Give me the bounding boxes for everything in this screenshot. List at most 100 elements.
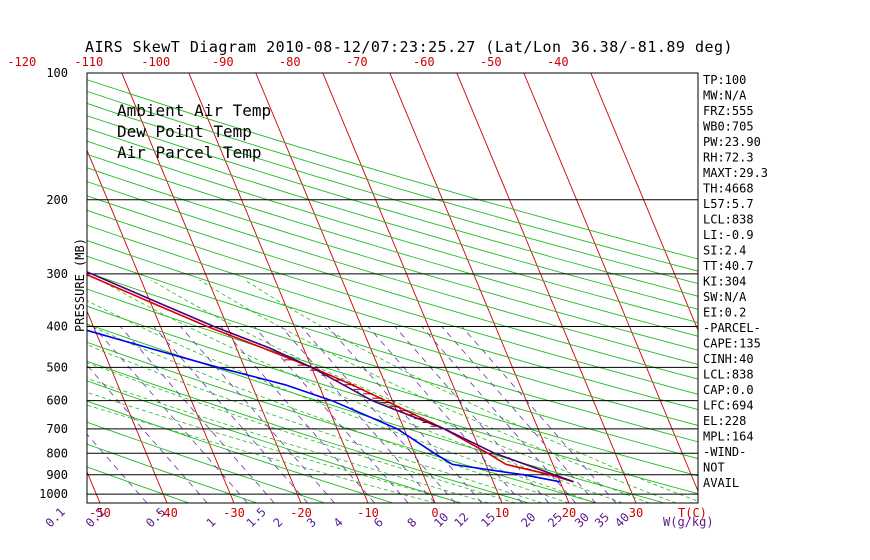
isotherm-line bbox=[87, 149, 235, 503]
dry-adiabat-line bbox=[87, 224, 698, 411]
dry-adiabat-line bbox=[87, 181, 698, 365]
index-text: KI:304 bbox=[703, 275, 746, 289]
index-text: LCL:838 bbox=[703, 368, 754, 382]
index-text: AVAIL bbox=[703, 476, 739, 490]
top-temp-tick-label: -90 bbox=[212, 55, 234, 69]
dry-adiabat-line bbox=[87, 140, 698, 324]
index-text: -WIND- bbox=[703, 445, 746, 459]
index-text: MW:N/A bbox=[703, 89, 747, 103]
pressure-tick-label: 300 bbox=[46, 267, 68, 281]
x-axis-unit-label: T(C) bbox=[678, 506, 707, 520]
pressure-tick-label: 400 bbox=[46, 320, 68, 334]
dry-adiabat-line bbox=[87, 323, 665, 503]
dry-adiabat-line bbox=[87, 341, 597, 503]
dry-adiabat-line bbox=[87, 443, 258, 503]
bottom-temp-tick-label: -30 bbox=[223, 506, 245, 520]
mixing-ratio-line bbox=[0, 327, 46, 503]
moist-adiabat-line bbox=[99, 279, 623, 503]
dry-adiabat-line bbox=[87, 400, 393, 503]
dry-adiabat-line bbox=[87, 102, 698, 285]
dry-adiabat-line bbox=[87, 380, 461, 503]
isotherm-line bbox=[523, 73, 698, 493]
isotherm-line bbox=[456, 73, 637, 503]
index-text: MPL:164 bbox=[703, 430, 754, 444]
bottom-temp-tick-label: -40 bbox=[156, 506, 178, 520]
pressure-tick-label: 800 bbox=[46, 446, 68, 460]
top-temp-tick-label: -100 bbox=[141, 55, 170, 69]
index-text: CAPE:135 bbox=[703, 337, 761, 351]
isotherm-line bbox=[87, 309, 168, 503]
plot-frame bbox=[86, 72, 699, 504]
isotherm-line bbox=[121, 73, 302, 503]
dry-adiabat-line bbox=[87, 115, 698, 297]
mixing-ratio-label: 8 bbox=[404, 515, 419, 530]
mixing-ratio-line bbox=[180, 326, 335, 503]
mixing-ratio-label: 1 bbox=[203, 515, 218, 530]
index-text: SW:N/A bbox=[703, 290, 747, 304]
bottom-temp-tick-label: 20 bbox=[562, 506, 576, 520]
series-ambient-air-temp bbox=[87, 273, 574, 483]
moist-adiabat-line bbox=[87, 300, 596, 503]
legend-entry: Ambient Air Temp bbox=[117, 101, 271, 120]
isotherm-line bbox=[255, 73, 436, 503]
dry-adiabat-line bbox=[87, 305, 698, 495]
bottom-temp-tick-label: -50 bbox=[89, 506, 111, 520]
moist-adiabat-line bbox=[198, 279, 677, 503]
mixing-ratio-label: 2 bbox=[270, 515, 285, 530]
index-text: NOT bbox=[703, 461, 725, 475]
pressure-tick-label: 900 bbox=[46, 468, 68, 482]
dry-adiabat-line bbox=[87, 153, 698, 337]
pressure-tick-label: 700 bbox=[46, 422, 68, 436]
dry-adiabat-line bbox=[87, 167, 698, 351]
index-text: WB0:705 bbox=[703, 120, 754, 134]
chart-title: AIRS SkewT Diagram 2010-08-12/07:23:25.2… bbox=[85, 38, 733, 56]
bottom-temp-tick-label: -10 bbox=[357, 506, 379, 520]
dry-adiabat-line bbox=[87, 90, 698, 272]
mixing-ratio-label: 4 bbox=[331, 515, 346, 530]
top-temp-tick-label: -60 bbox=[413, 55, 435, 69]
pressure-tick-label: 600 bbox=[46, 394, 68, 408]
index-text: EL:228 bbox=[703, 414, 746, 428]
mixing-ratio-label: 35 bbox=[592, 510, 612, 530]
moist-adiabat-line bbox=[87, 392, 462, 503]
bottom-temp-tick-label: 10 bbox=[495, 506, 509, 520]
dry-adiabat-line bbox=[87, 255, 698, 443]
pressure-tick-label: 100 bbox=[46, 66, 68, 80]
index-text: EI:0.2 bbox=[703, 306, 746, 320]
index-text: L57:5.7 bbox=[703, 197, 754, 211]
dry-adiabat-line bbox=[87, 240, 698, 426]
isotherm-line bbox=[590, 73, 698, 332]
mixing-ratio-label: 20 bbox=[518, 510, 538, 530]
legend-entry: Dew Point Temp bbox=[117, 122, 252, 141]
dry-adiabat-line bbox=[87, 79, 698, 260]
top-temp-tick-label: -50 bbox=[480, 55, 502, 69]
dry-adiabat-line bbox=[87, 466, 190, 503]
y-axis-label: PRESSURE (MB) bbox=[73, 238, 87, 332]
moist-adiabat-line bbox=[244, 279, 698, 502]
isotherm-line bbox=[322, 73, 503, 503]
index-text: TP:100 bbox=[703, 73, 746, 87]
top-temp-tick-label: -120 bbox=[7, 55, 36, 69]
mixing-ratio-line bbox=[153, 326, 309, 503]
top-temp-tick-label: -70 bbox=[346, 55, 368, 69]
mixing-ratio-label: 12 bbox=[451, 510, 471, 530]
mixing-ratio-label: 1.5 bbox=[244, 505, 269, 530]
moist-adiabat-line bbox=[150, 279, 650, 503]
dry-adiabat-line bbox=[87, 288, 698, 477]
dry-adiabat-line bbox=[87, 209, 698, 395]
series-air-parcel-temp bbox=[87, 271, 574, 483]
series-dew-point-temp bbox=[87, 329, 561, 483]
moist-adiabat-line bbox=[87, 362, 516, 503]
index-text: SI:2.4 bbox=[703, 244, 746, 258]
moist-adiabat-line bbox=[87, 404, 436, 503]
dry-adiabat-line bbox=[87, 195, 698, 380]
index-text: FRZ:555 bbox=[703, 104, 754, 118]
dry-adiabat-line bbox=[87, 421, 325, 503]
mixing-ratio-line bbox=[327, 326, 483, 503]
index-text: -PARCEL- bbox=[703, 321, 761, 335]
pressure-tick-label: 200 bbox=[46, 193, 68, 207]
profile-curves bbox=[87, 271, 574, 483]
mixing-ratio-label: 0.1 bbox=[43, 505, 68, 530]
index-text: CINH:40 bbox=[703, 352, 754, 366]
